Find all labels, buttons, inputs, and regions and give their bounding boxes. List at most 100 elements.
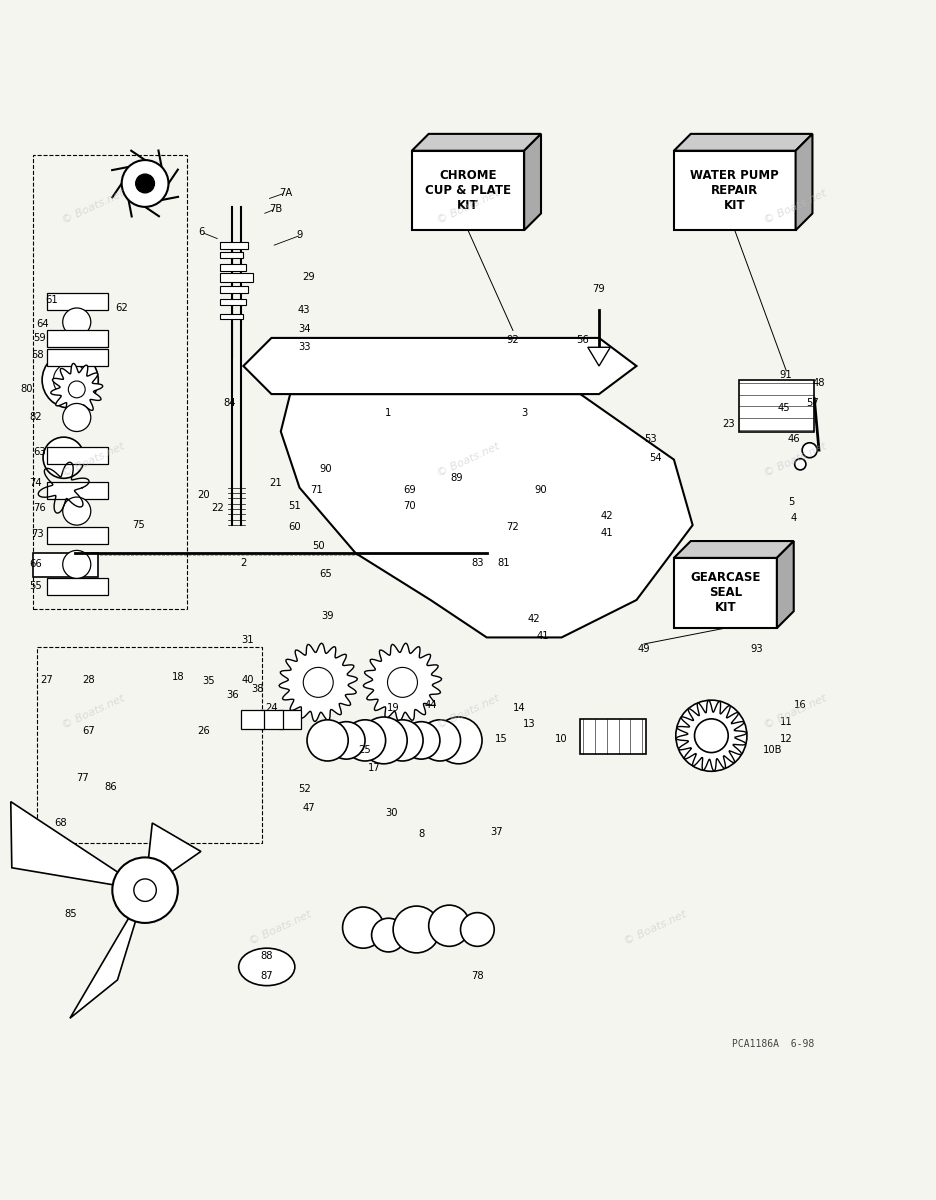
Text: 82: 82 xyxy=(29,413,42,422)
Text: 62: 62 xyxy=(115,302,128,313)
Text: 17: 17 xyxy=(368,763,381,774)
Bar xyxy=(220,299,246,305)
Circle shape xyxy=(360,718,407,764)
Bar xyxy=(220,264,246,270)
Bar xyxy=(47,330,108,347)
Text: 4: 4 xyxy=(791,512,797,523)
Bar xyxy=(33,156,187,610)
Text: 81: 81 xyxy=(497,558,510,568)
Bar xyxy=(580,719,646,755)
Text: 57: 57 xyxy=(806,398,819,408)
Bar xyxy=(220,313,243,319)
Bar xyxy=(674,151,796,230)
Circle shape xyxy=(42,352,98,408)
Text: © Boats.net: © Boats.net xyxy=(248,908,314,947)
Polygon shape xyxy=(524,134,541,230)
Bar xyxy=(47,448,108,464)
Text: 46: 46 xyxy=(787,434,800,444)
Text: © Boats.net: © Boats.net xyxy=(763,694,828,731)
Text: 86: 86 xyxy=(104,782,117,792)
Text: 43: 43 xyxy=(298,305,311,314)
Circle shape xyxy=(344,720,386,761)
Text: 42: 42 xyxy=(600,511,613,521)
Text: 24: 24 xyxy=(265,703,278,713)
Text: 2: 2 xyxy=(241,558,246,568)
Text: 53: 53 xyxy=(644,434,657,444)
Text: 16: 16 xyxy=(794,700,807,710)
Text: 10B: 10B xyxy=(763,745,782,755)
Text: 31: 31 xyxy=(241,635,255,646)
Text: 78: 78 xyxy=(471,971,484,982)
Text: GEARCASE
SEAL
KIT: GEARCASE SEAL KIT xyxy=(690,571,761,614)
Bar xyxy=(37,647,262,844)
Bar xyxy=(47,578,108,595)
Text: 58: 58 xyxy=(31,349,44,360)
Text: 72: 72 xyxy=(506,522,519,532)
Bar xyxy=(47,349,108,366)
Bar xyxy=(220,241,248,250)
Text: 8: 8 xyxy=(418,829,424,839)
Text: 90: 90 xyxy=(534,485,548,494)
Text: 9: 9 xyxy=(297,230,302,240)
Text: 83: 83 xyxy=(471,558,484,568)
Text: 56: 56 xyxy=(576,335,589,344)
Circle shape xyxy=(136,174,154,193)
Circle shape xyxy=(429,905,470,947)
Text: PCA1186A  6-98: PCA1186A 6-98 xyxy=(732,1039,814,1049)
Text: 91: 91 xyxy=(780,371,793,380)
Polygon shape xyxy=(281,394,693,637)
Text: 52: 52 xyxy=(298,784,311,794)
Circle shape xyxy=(63,497,91,526)
Text: 92: 92 xyxy=(506,335,519,344)
Bar xyxy=(260,710,283,730)
Circle shape xyxy=(700,724,724,748)
Bar xyxy=(279,710,301,730)
Circle shape xyxy=(382,720,423,761)
Text: 51: 51 xyxy=(288,502,301,511)
Text: 80: 80 xyxy=(20,384,33,395)
Polygon shape xyxy=(777,541,794,628)
Circle shape xyxy=(402,721,440,760)
Bar xyxy=(241,710,264,730)
Text: © Boats.net: © Boats.net xyxy=(61,440,126,479)
Text: 13: 13 xyxy=(522,719,535,728)
Text: 20: 20 xyxy=(197,490,211,500)
Text: 61: 61 xyxy=(45,295,58,306)
Bar xyxy=(412,151,524,230)
Polygon shape xyxy=(51,364,103,415)
Circle shape xyxy=(372,918,405,952)
Text: 21: 21 xyxy=(270,478,283,488)
Circle shape xyxy=(68,380,85,398)
Text: 26: 26 xyxy=(197,726,211,736)
Circle shape xyxy=(435,718,482,764)
Text: 44: 44 xyxy=(424,700,437,710)
Text: 28: 28 xyxy=(82,674,95,684)
Text: © Boats.net: © Boats.net xyxy=(61,694,126,731)
Text: © Boats.net: © Boats.net xyxy=(61,188,126,226)
Text: 85: 85 xyxy=(64,908,77,918)
Circle shape xyxy=(328,721,365,760)
Bar xyxy=(47,527,108,544)
Polygon shape xyxy=(145,823,201,890)
Text: 60: 60 xyxy=(288,522,301,532)
Text: 90: 90 xyxy=(319,464,332,474)
Bar xyxy=(739,380,814,432)
Text: 67: 67 xyxy=(82,726,95,736)
Text: 88: 88 xyxy=(260,950,273,961)
Circle shape xyxy=(695,719,728,752)
Polygon shape xyxy=(796,134,812,230)
Text: 34: 34 xyxy=(298,324,311,334)
Circle shape xyxy=(303,667,333,697)
Polygon shape xyxy=(676,701,747,772)
Circle shape xyxy=(419,720,461,761)
Polygon shape xyxy=(363,643,442,721)
Text: 15: 15 xyxy=(494,733,507,744)
Bar xyxy=(220,252,243,258)
Text: 66: 66 xyxy=(29,559,42,570)
Text: 50: 50 xyxy=(312,541,325,551)
Polygon shape xyxy=(588,347,610,366)
Polygon shape xyxy=(279,643,358,721)
Text: 77: 77 xyxy=(76,773,89,782)
Text: 1: 1 xyxy=(386,408,391,418)
Circle shape xyxy=(307,720,348,761)
